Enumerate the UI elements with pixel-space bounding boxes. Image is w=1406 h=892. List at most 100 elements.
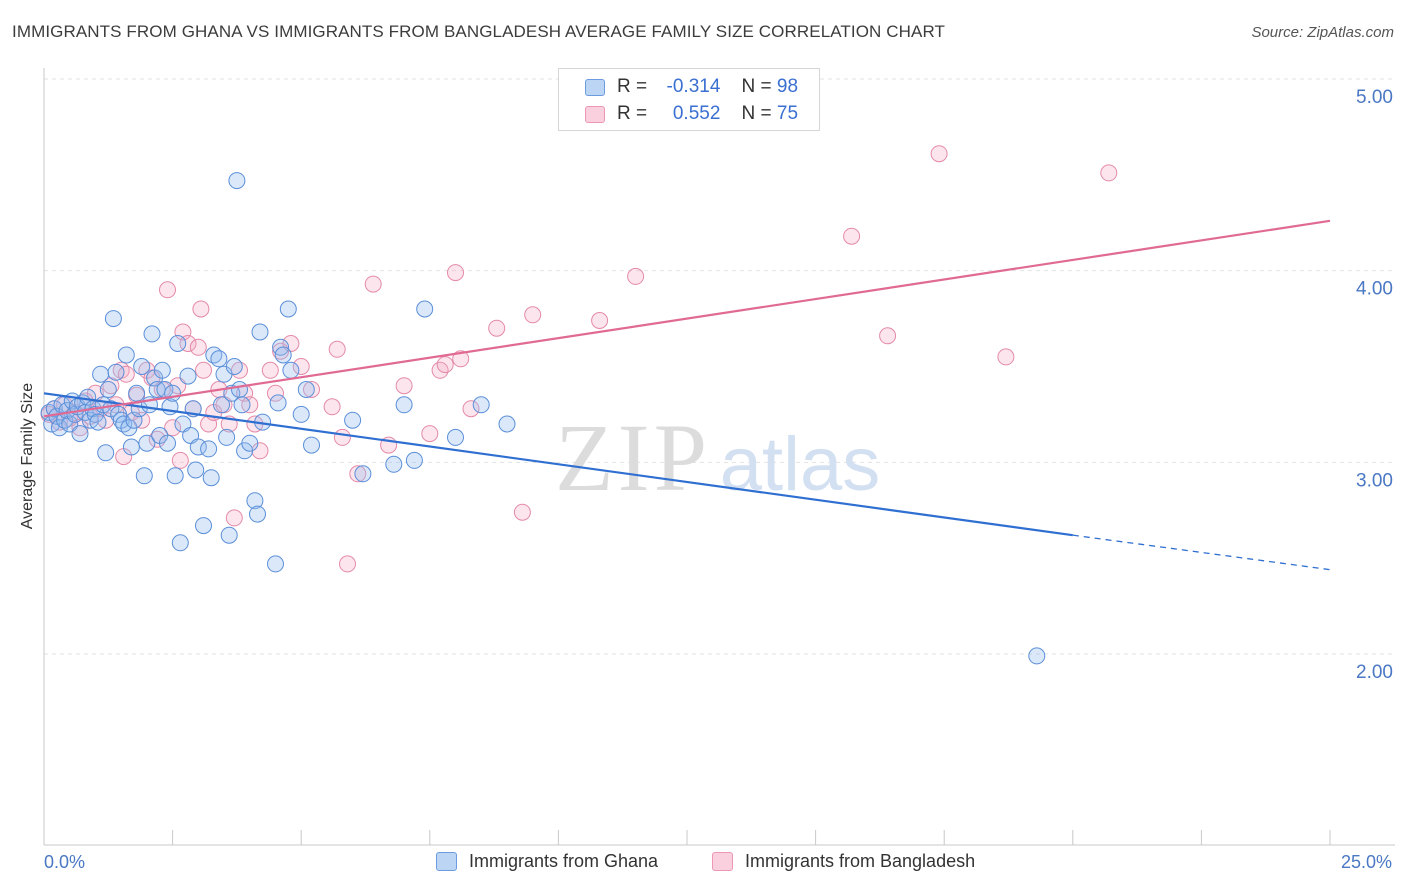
series-ghana-points — [40, 172, 1046, 665]
legend-n-value: 98 — [776, 76, 799, 97]
ghana-point — [171, 534, 189, 552]
ghana-point — [297, 381, 315, 398]
series-bangladesh-points — [40, 145, 1118, 573]
bangladesh-point — [189, 338, 207, 356]
ghana-point — [1028, 647, 1046, 665]
y-tick-label: 2.00 — [1356, 662, 1393, 683]
ghana-point — [251, 323, 269, 341]
legend-r-label: R = — [617, 103, 648, 124]
x-axis-max-label: 25.0% — [1340, 852, 1392, 872]
bangladesh-point — [879, 327, 897, 345]
bangladesh-point — [1100, 164, 1118, 182]
bangladesh-point — [364, 275, 382, 293]
bangladesh-point — [843, 227, 861, 245]
bangladesh-point — [195, 361, 212, 379]
legend-item-ghana: Immigrants from Ghana — [436, 851, 658, 872]
bangladesh-point — [591, 312, 609, 329]
legend-label-ghana: Immigrants from Ghana — [469, 851, 659, 871]
bangladesh-point — [627, 267, 645, 285]
ghana-point — [218, 428, 236, 446]
ghana-point — [179, 367, 197, 385]
bangladesh-legend-swatch — [712, 852, 733, 871]
ghana-point — [117, 346, 135, 364]
ghana-point — [122, 438, 140, 456]
legend-n-label: N = — [741, 76, 772, 97]
ghana-point — [187, 461, 205, 479]
ghana-point — [241, 434, 259, 452]
bangladesh-point — [333, 428, 351, 446]
ghana-point — [249, 505, 266, 523]
bangladesh-point — [462, 400, 480, 418]
ghana-point — [233, 396, 251, 414]
ghana-point — [153, 361, 171, 379]
ghana-point — [447, 428, 464, 446]
ghana-trend-line — [43, 392, 1073, 537]
legend-r-value: 0.552 — [672, 103, 721, 124]
ghana-point — [164, 384, 182, 402]
ghana-point — [279, 300, 297, 318]
watermark-zip: ZIP — [555, 404, 711, 511]
ghana-point — [143, 325, 161, 343]
bangladesh-point — [171, 451, 189, 469]
bangladesh-point — [436, 356, 454, 374]
ghana-point — [135, 467, 153, 485]
ghana-legend-swatch — [436, 852, 457, 871]
ghana-point — [225, 358, 243, 375]
ghana-point — [267, 555, 284, 573]
ghana-point — [200, 440, 218, 458]
ghana-point — [159, 434, 176, 452]
ghana-point — [99, 381, 117, 398]
ghana-point — [138, 434, 156, 452]
ghana-point — [166, 467, 184, 485]
ghana-point — [97, 444, 115, 462]
legend-r-value: -0.314 — [666, 76, 721, 97]
ghana-point — [130, 400, 148, 418]
x-axis-min-label: 0.0% — [44, 852, 86, 872]
ghana-point — [213, 396, 230, 414]
bangladesh-point — [339, 555, 356, 573]
bangladesh-point — [179, 335, 197, 352]
ghana-point — [89, 413, 107, 431]
legend-row-bangladesh: R = 0.552 N = 75 — [585, 100, 798, 128]
ghana-point — [274, 346, 292, 364]
ghana-point — [202, 469, 220, 487]
bangladesh-point — [261, 361, 279, 379]
y-tick-label: 4.00 — [1356, 279, 1393, 300]
legend-row-ghana: R = -0.314 N = 98 — [585, 73, 798, 101]
ghana-point — [210, 350, 228, 368]
bangladesh-point — [192, 300, 210, 318]
ghana-point — [92, 365, 110, 383]
ghana-point — [228, 172, 246, 190]
ghana-point — [282, 361, 300, 379]
ghana-point — [71, 425, 89, 443]
ghana-point — [292, 405, 310, 423]
bangladesh-point — [267, 384, 284, 402]
ghana-point — [416, 300, 434, 318]
bangladesh-point — [323, 398, 341, 416]
ghana-point — [189, 438, 207, 456]
ghana-point — [354, 465, 372, 483]
bangladesh-point — [513, 503, 531, 521]
y-tick-labels: 2.00 3.00 4.00 5.00 — [1356, 87, 1393, 683]
bangladesh-point — [292, 358, 310, 375]
bangladesh-point — [349, 465, 367, 483]
bangladesh-point — [395, 377, 413, 395]
ghana-point — [472, 396, 490, 414]
bangladesh-point — [524, 306, 542, 324]
ghana-point — [107, 363, 125, 381]
legend-label-bangladesh: Immigrants from Bangladesh — [745, 851, 976, 871]
ghana-point — [303, 436, 320, 454]
source-label: Source: ZipAtlas.com — [1251, 24, 1394, 41]
legend-r-label: R = — [617, 76, 648, 97]
legend-n-label: N = — [741, 103, 772, 124]
bangladesh-point — [421, 425, 439, 443]
bangladesh-point — [225, 509, 243, 527]
bangladesh-point — [447, 264, 464, 282]
ghana-point — [269, 394, 287, 412]
axes — [43, 68, 1395, 846]
stats-legend: R = -0.314 N = 98 R = 0.552 N = 75 — [558, 68, 820, 131]
ghana-point — [231, 381, 248, 398]
trend-lines — [43, 219, 1331, 571]
legend-n-value: 75 — [776, 103, 799, 124]
